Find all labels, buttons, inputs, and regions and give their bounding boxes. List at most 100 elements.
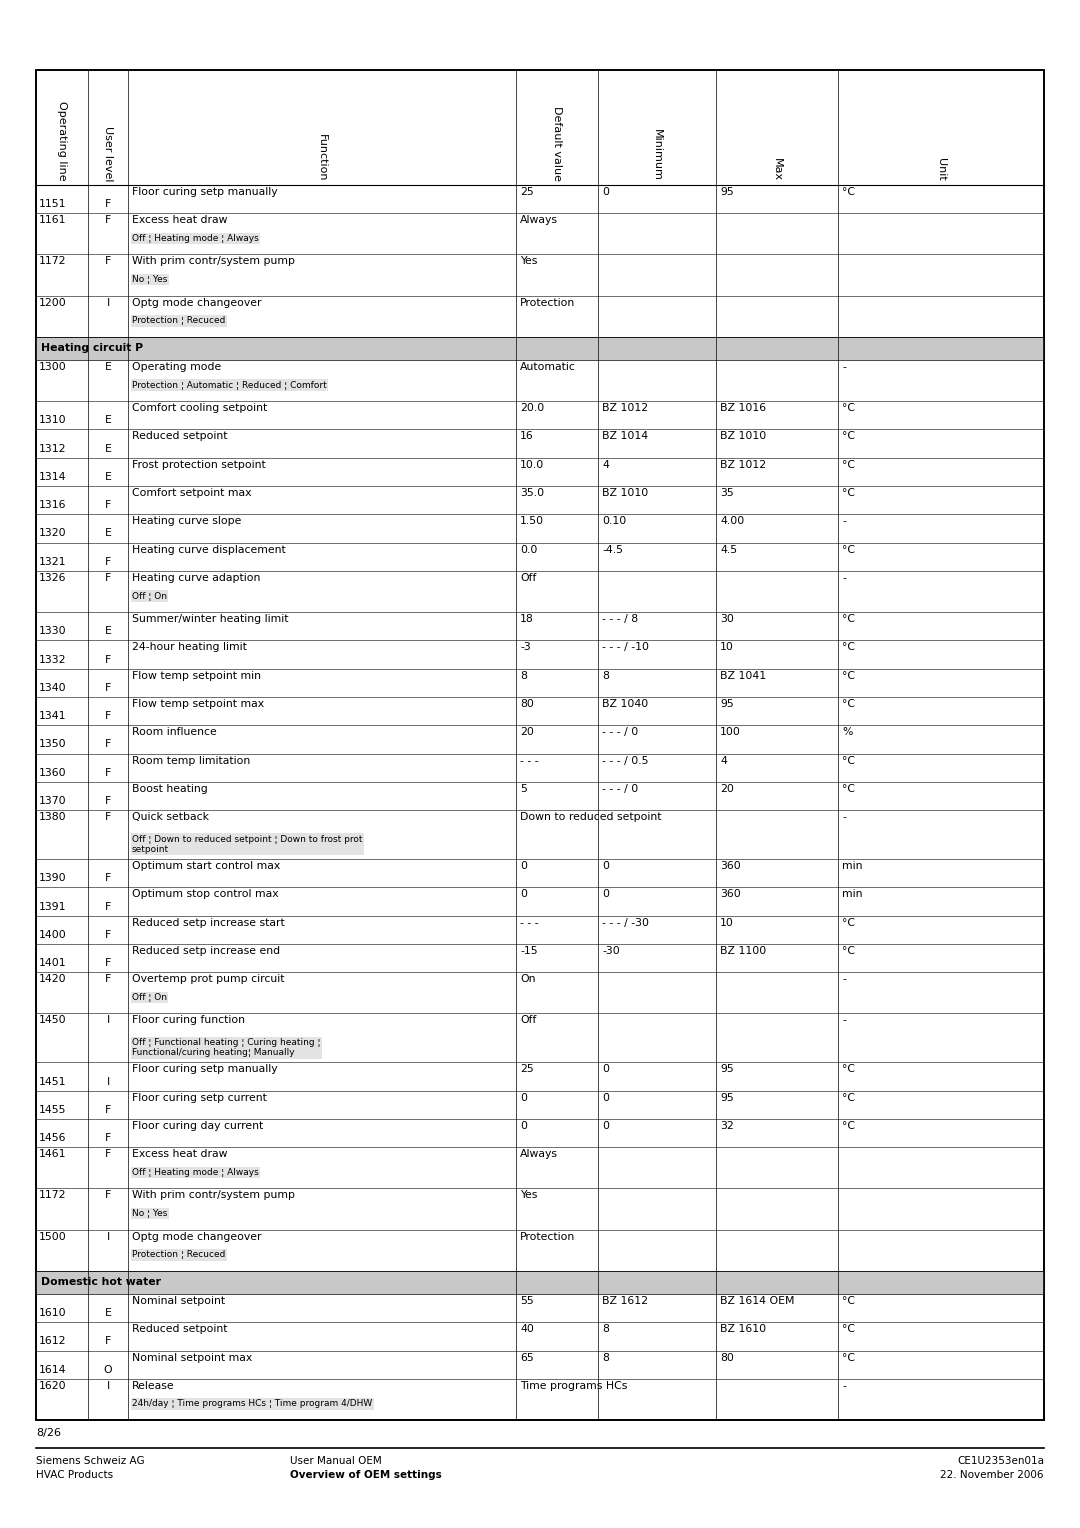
Text: BZ 1012: BZ 1012 — [720, 460, 766, 469]
Text: F: F — [105, 199, 111, 209]
Text: BZ 1610: BZ 1610 — [720, 1325, 766, 1334]
Text: Off: Off — [519, 1016, 537, 1025]
Text: 30: 30 — [720, 614, 734, 623]
Text: 360: 360 — [720, 862, 741, 871]
Text: 4.5: 4.5 — [720, 544, 738, 555]
Text: Excess heat draw: Excess heat draw — [132, 1149, 228, 1160]
Text: 1610: 1610 — [39, 1308, 67, 1319]
Text: 1400: 1400 — [39, 931, 67, 940]
Text: 1300: 1300 — [39, 362, 67, 371]
Text: °C: °C — [842, 1093, 855, 1103]
Text: 22. November 2006: 22. November 2006 — [941, 1470, 1044, 1481]
Text: 24-hour heating limit: 24-hour heating limit — [132, 642, 247, 652]
Text: BZ 1614 OEM: BZ 1614 OEM — [720, 1296, 795, 1306]
Bar — [36, 1271, 1044, 1294]
Text: Time programs HCs: Time programs HCs — [519, 1381, 627, 1390]
Text: Max: Max — [772, 157, 782, 180]
Text: 20: 20 — [519, 727, 534, 738]
Text: Off ¦ Functional heating ¦ Curing heating ¦
Functional/curing heating¦ Manually: Off ¦ Functional heating ¦ Curing heatin… — [132, 1038, 321, 1057]
Text: F: F — [105, 740, 111, 749]
Text: Floor curing day current: Floor curing day current — [132, 1122, 264, 1131]
Text: F: F — [105, 874, 111, 883]
Text: 0.10: 0.10 — [602, 516, 626, 526]
Text: Protection ¦ Automatic ¦ Reduced ¦ Comfort: Protection ¦ Automatic ¦ Reduced ¦ Comfo… — [132, 380, 327, 390]
Text: F: F — [105, 711, 111, 721]
Text: Yes: Yes — [519, 1190, 538, 1201]
Text: E: E — [105, 416, 111, 425]
Text: 0: 0 — [519, 1093, 527, 1103]
Text: Operating mode: Operating mode — [132, 362, 221, 371]
Text: 24h/day ¦ Time programs HCs ¦ Time program 4/DHW: 24h/day ¦ Time programs HCs ¦ Time progr… — [132, 1400, 373, 1409]
Text: 0: 0 — [602, 1122, 609, 1131]
Text: 32: 32 — [720, 1122, 733, 1131]
Text: 0: 0 — [602, 1065, 609, 1074]
Text: Excess heat draw: Excess heat draw — [132, 215, 228, 225]
Text: I: I — [106, 1016, 110, 1025]
Text: °C: °C — [842, 614, 855, 623]
Text: 0: 0 — [602, 1093, 609, 1103]
Text: - - -: - - - — [519, 756, 539, 766]
Text: -: - — [842, 516, 846, 526]
Text: E: E — [105, 626, 111, 636]
Text: min: min — [842, 889, 863, 900]
Text: °C: °C — [842, 1325, 855, 1334]
Text: 1321: 1321 — [39, 556, 67, 567]
Text: E: E — [105, 362, 111, 371]
Text: Floor curing setp manually: Floor curing setp manually — [132, 186, 278, 197]
Text: 100: 100 — [720, 727, 741, 738]
Text: 1456: 1456 — [39, 1134, 67, 1143]
Text: Off: Off — [519, 573, 537, 584]
Text: 1172: 1172 — [39, 1190, 67, 1201]
Text: 95: 95 — [720, 698, 733, 709]
Text: Overview of OEM settings: Overview of OEM settings — [291, 1470, 442, 1481]
Text: F: F — [105, 796, 111, 807]
Text: °C: °C — [842, 756, 855, 766]
Text: E: E — [105, 1308, 111, 1319]
Text: 1620: 1620 — [39, 1381, 67, 1390]
Text: 1450: 1450 — [39, 1016, 67, 1025]
Text: 25: 25 — [519, 1065, 534, 1074]
Text: 80: 80 — [519, 698, 534, 709]
Text: F: F — [105, 1190, 111, 1201]
Text: Minimum: Minimum — [652, 130, 662, 180]
Text: 1451: 1451 — [39, 1077, 67, 1086]
Text: - - - / -10: - - - / -10 — [602, 642, 649, 652]
Text: Optimum start control max: Optimum start control max — [132, 862, 280, 871]
Text: 1312: 1312 — [39, 443, 67, 454]
Text: -: - — [842, 975, 846, 984]
Text: I: I — [106, 1381, 110, 1390]
Text: 10: 10 — [720, 918, 734, 927]
Text: On: On — [519, 975, 536, 984]
Text: 4: 4 — [602, 460, 609, 469]
Text: 8: 8 — [519, 671, 527, 680]
Text: min: min — [842, 862, 863, 871]
Text: 1390: 1390 — [39, 874, 67, 883]
Text: 95: 95 — [720, 1093, 733, 1103]
Text: BZ 1010: BZ 1010 — [602, 487, 648, 498]
Text: 10.0: 10.0 — [519, 460, 544, 469]
Text: - - - / 0: - - - / 0 — [602, 784, 638, 795]
Text: 95: 95 — [720, 186, 733, 197]
Text: Release: Release — [132, 1381, 175, 1390]
Bar — [36, 70, 1044, 1420]
Text: Off ¦ Heating mode ¦ Always: Off ¦ Heating mode ¦ Always — [132, 234, 259, 243]
Text: Overtemp prot pump circuit: Overtemp prot pump circuit — [132, 975, 284, 984]
Text: 8: 8 — [602, 1325, 609, 1334]
Text: 1401: 1401 — [39, 958, 67, 969]
Text: Quick setback: Quick setback — [132, 813, 210, 822]
Text: 1316: 1316 — [39, 500, 67, 510]
Text: 1420: 1420 — [39, 975, 67, 984]
Text: F: F — [105, 902, 111, 912]
Text: °C: °C — [842, 671, 855, 680]
Text: 8/26: 8/26 — [36, 1429, 60, 1438]
Text: With prim contr/system pump: With prim contr/system pump — [132, 1190, 295, 1201]
Text: 0: 0 — [519, 862, 527, 871]
Text: -: - — [842, 1381, 846, 1390]
Text: °C: °C — [842, 1296, 855, 1306]
Text: With prim contr/system pump: With prim contr/system pump — [132, 257, 295, 266]
Text: Summer/winter heating limit: Summer/winter heating limit — [132, 614, 288, 623]
Text: 16: 16 — [519, 431, 534, 442]
Text: BZ 1041: BZ 1041 — [720, 671, 766, 680]
Text: F: F — [105, 813, 111, 822]
Text: °C: °C — [842, 1352, 855, 1363]
